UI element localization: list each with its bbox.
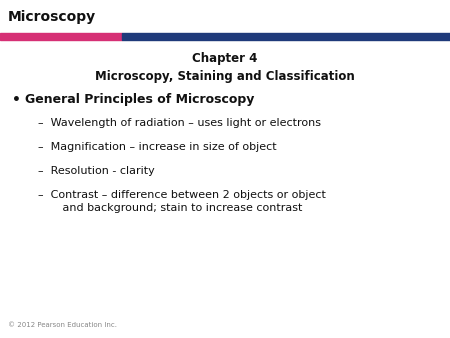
Text: •: • (12, 93, 21, 107)
Text: –  Resolution - clarity: – Resolution - clarity (38, 166, 155, 176)
Text: General Principles of Microscopy: General Principles of Microscopy (25, 93, 254, 106)
Text: © 2012 Pearson Education Inc.: © 2012 Pearson Education Inc. (8, 322, 117, 328)
Text: Microscopy: Microscopy (8, 10, 96, 24)
Text: –  Contrast – difference between 2 objects or object
       and background; stai: – Contrast – difference between 2 object… (38, 190, 326, 213)
Text: Chapter 4: Chapter 4 (192, 52, 258, 65)
Bar (0, 33, 122, 40)
Text: Microscopy, Staining and Classification: Microscopy, Staining and Classification (95, 70, 355, 83)
Bar (122, 33, 450, 40)
Text: –  Magnification – increase in size of object: – Magnification – increase in size of ob… (38, 142, 277, 152)
Text: –  Wavelength of radiation – uses light or electrons: – Wavelength of radiation – uses light o… (38, 118, 321, 128)
